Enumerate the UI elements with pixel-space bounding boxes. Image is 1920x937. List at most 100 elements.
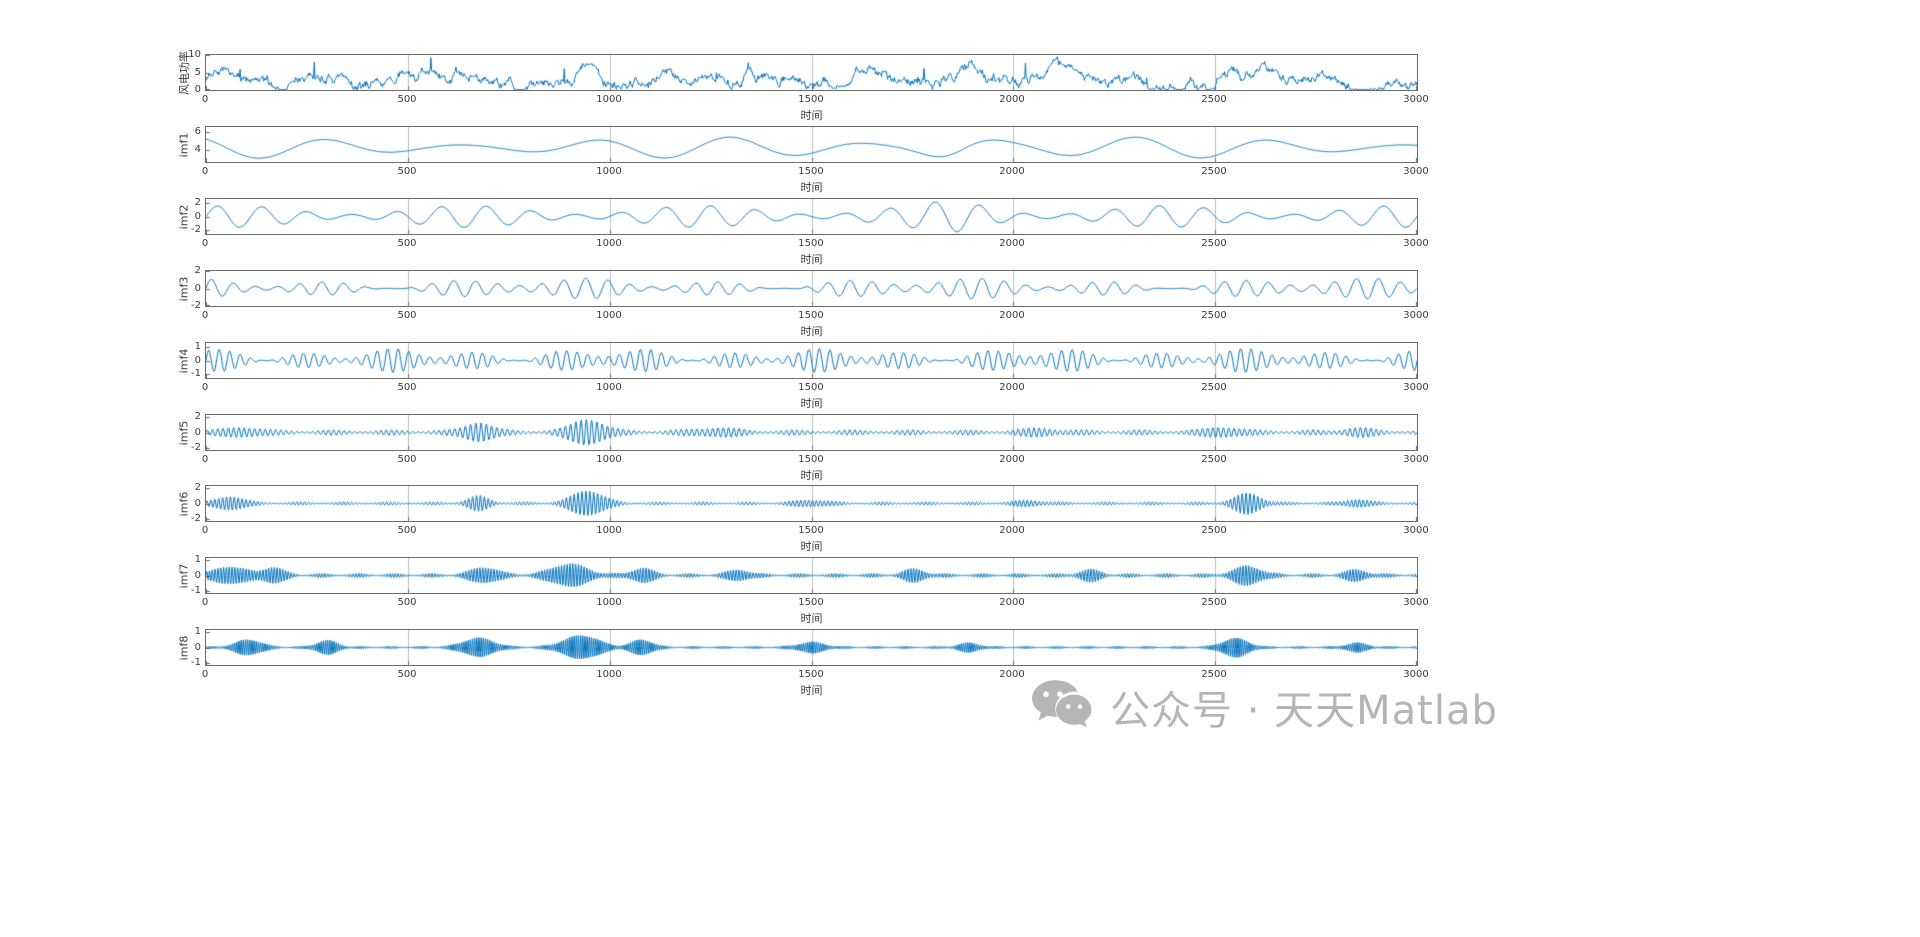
signal-plot-canvas-imf5 <box>206 415 1417 450</box>
y-tick-label: -1 <box>191 368 201 379</box>
x-tick-label: 1500 <box>798 310 824 321</box>
subplot-imf2: imf2 -2 0 2 0 500 1000 1500 2000 2500 3000 时间 <box>0 197 1920 270</box>
y-tick-label: 0 <box>194 355 201 366</box>
axis-box-imf5 <box>205 414 1418 451</box>
x-tick-label: 0 <box>201 525 209 536</box>
x-tick-label: 500 <box>397 454 417 465</box>
x-tick-label: 0 <box>201 597 209 608</box>
axis-box-imf3 <box>205 270 1418 307</box>
subplot-imf7: imf7 -1 0 1 0 500 1000 1500 2000 2500 3000 时间 <box>0 554 1920 629</box>
x-tick-label: 1500 <box>798 597 824 608</box>
x-axis-label: 时间 <box>800 469 823 482</box>
y-tick-label: 0 <box>194 84 201 95</box>
x-tick-label: 500 <box>397 166 417 177</box>
y-tick-label: 6 <box>194 126 201 137</box>
x-tick-label: 2500 <box>1201 238 1227 249</box>
signal-plot-canvas-imf1 <box>206 127 1417 162</box>
x-axis-label: 时间 <box>800 540 823 553</box>
x-tick-label: 2000 <box>999 454 1025 465</box>
axis-box-imf2 <box>205 198 1418 235</box>
x-tick-label: 2500 <box>1201 525 1227 536</box>
y-tick-label: 0 <box>194 283 201 294</box>
x-tick-label: 1000 <box>596 669 622 680</box>
x-tick-label: 2000 <box>999 238 1025 249</box>
x-tick-label: 2000 <box>999 382 1025 393</box>
y-tick-label: 0 <box>194 498 201 509</box>
subplot-wind-power: 风电功率 0 5 10 0 500 1000 1500 2000 2500 3000 时间 <box>0 49 1920 126</box>
y-tick-label: 0 <box>194 642 201 653</box>
signal-plot-canvas-imf6 <box>206 486 1417 521</box>
y-tick-label: 2 <box>194 411 201 422</box>
x-tick-label: 2000 <box>999 310 1025 321</box>
x-axis-label: 时间 <box>800 181 823 194</box>
x-tick-label: 3000 <box>1403 238 1429 249</box>
signal-plot-canvas-wind-power <box>206 55 1417 90</box>
x-tick-label: 0 <box>201 382 209 393</box>
axis-box-imf1 <box>205 126 1418 163</box>
y-tick-label: -2 <box>191 300 201 311</box>
x-tick-label: 0 <box>201 166 209 177</box>
x-tick-label: 1000 <box>596 454 622 465</box>
x-tick-label: 2500 <box>1201 166 1227 177</box>
signal-plot-canvas-imf8 <box>206 630 1417 665</box>
y-tick-label: -2 <box>191 513 201 524</box>
x-axis-label: 时间 <box>800 684 823 697</box>
x-tick-label: 2500 <box>1201 94 1227 105</box>
signal-plot-canvas-imf3 <box>206 271 1417 306</box>
x-tick-label: 500 <box>397 94 417 105</box>
x-tick-label: 0 <box>201 94 209 105</box>
y-tick-label: -2 <box>191 442 201 453</box>
x-tick-label: 2500 <box>1201 597 1227 608</box>
y-tick-label: 2 <box>194 197 201 208</box>
x-axis-label: 时间 <box>800 612 823 625</box>
x-axis-label: 时间 <box>800 253 823 266</box>
signal-plot-canvas-imf2 <box>206 199 1417 234</box>
axis-box-imf7 <box>205 557 1418 594</box>
axis-box-imf8 <box>205 629 1418 666</box>
watermark: 公众号 · 天天Matlab <box>1030 678 1498 736</box>
subplot-imf8: imf8 -1 0 1 0 500 1000 1500 2000 2500 3000 时间 <box>0 626 1920 701</box>
x-tick-label: 1500 <box>798 525 824 536</box>
signal-plot-canvas-imf7 <box>206 558 1417 593</box>
subplot-imf5: imf5 -2 0 2 0 500 1000 1500 2000 2500 3000 时间 <box>0 411 1920 486</box>
x-tick-label: 1000 <box>596 238 622 249</box>
x-tick-label: 0 <box>201 454 209 465</box>
x-tick-label: 500 <box>397 525 417 536</box>
x-tick-label: 500 <box>397 669 417 680</box>
x-tick-label: 2500 <box>1201 382 1227 393</box>
y-tick-label: 1 <box>194 554 201 565</box>
x-tick-label: 2000 <box>999 525 1025 536</box>
x-tick-label: 0 <box>201 310 209 321</box>
x-tick-label: 3000 <box>1403 597 1429 608</box>
y-tick-label: 2 <box>194 482 201 493</box>
x-tick-label: 0 <box>201 669 209 680</box>
x-tick-label: 500 <box>397 238 417 249</box>
x-tick-label: 3000 <box>1403 310 1429 321</box>
x-tick-label: 500 <box>397 382 417 393</box>
y-tick-label: -1 <box>191 657 201 668</box>
x-tick-label: 1000 <box>596 382 622 393</box>
x-tick-label: 500 <box>397 597 417 608</box>
x-tick-label: 1500 <box>798 669 824 680</box>
subplot-imf3: imf3 -2 0 2 0 500 1000 1500 2000 2500 3000 时间 <box>0 265 1920 342</box>
axis-box-imf6 <box>205 485 1418 522</box>
x-tick-label: 1000 <box>596 525 622 536</box>
x-axis-label: 时间 <box>800 325 823 338</box>
x-tick-label: 3000 <box>1403 669 1429 680</box>
x-tick-label: 3000 <box>1403 454 1429 465</box>
axis-box-imf4 <box>205 342 1418 379</box>
x-axis-label: 时间 <box>800 109 823 122</box>
x-tick-label: 2000 <box>999 669 1025 680</box>
x-tick-label: 1500 <box>798 238 824 249</box>
x-tick-label: 0 <box>201 238 209 249</box>
x-tick-label: 500 <box>397 310 417 321</box>
x-tick-label: 1000 <box>596 597 622 608</box>
y-tick-label: 0 <box>194 427 201 438</box>
x-tick-label: 3000 <box>1403 525 1429 536</box>
y-tick-label: 2 <box>194 265 201 276</box>
y-tick-label: -2 <box>191 224 201 235</box>
x-tick-label: 2500 <box>1201 310 1227 321</box>
y-tick-label: 0 <box>194 211 201 222</box>
subplot-imf6: imf6 -2 0 2 0 500 1000 1500 2000 2500 3000 时间 <box>0 482 1920 557</box>
